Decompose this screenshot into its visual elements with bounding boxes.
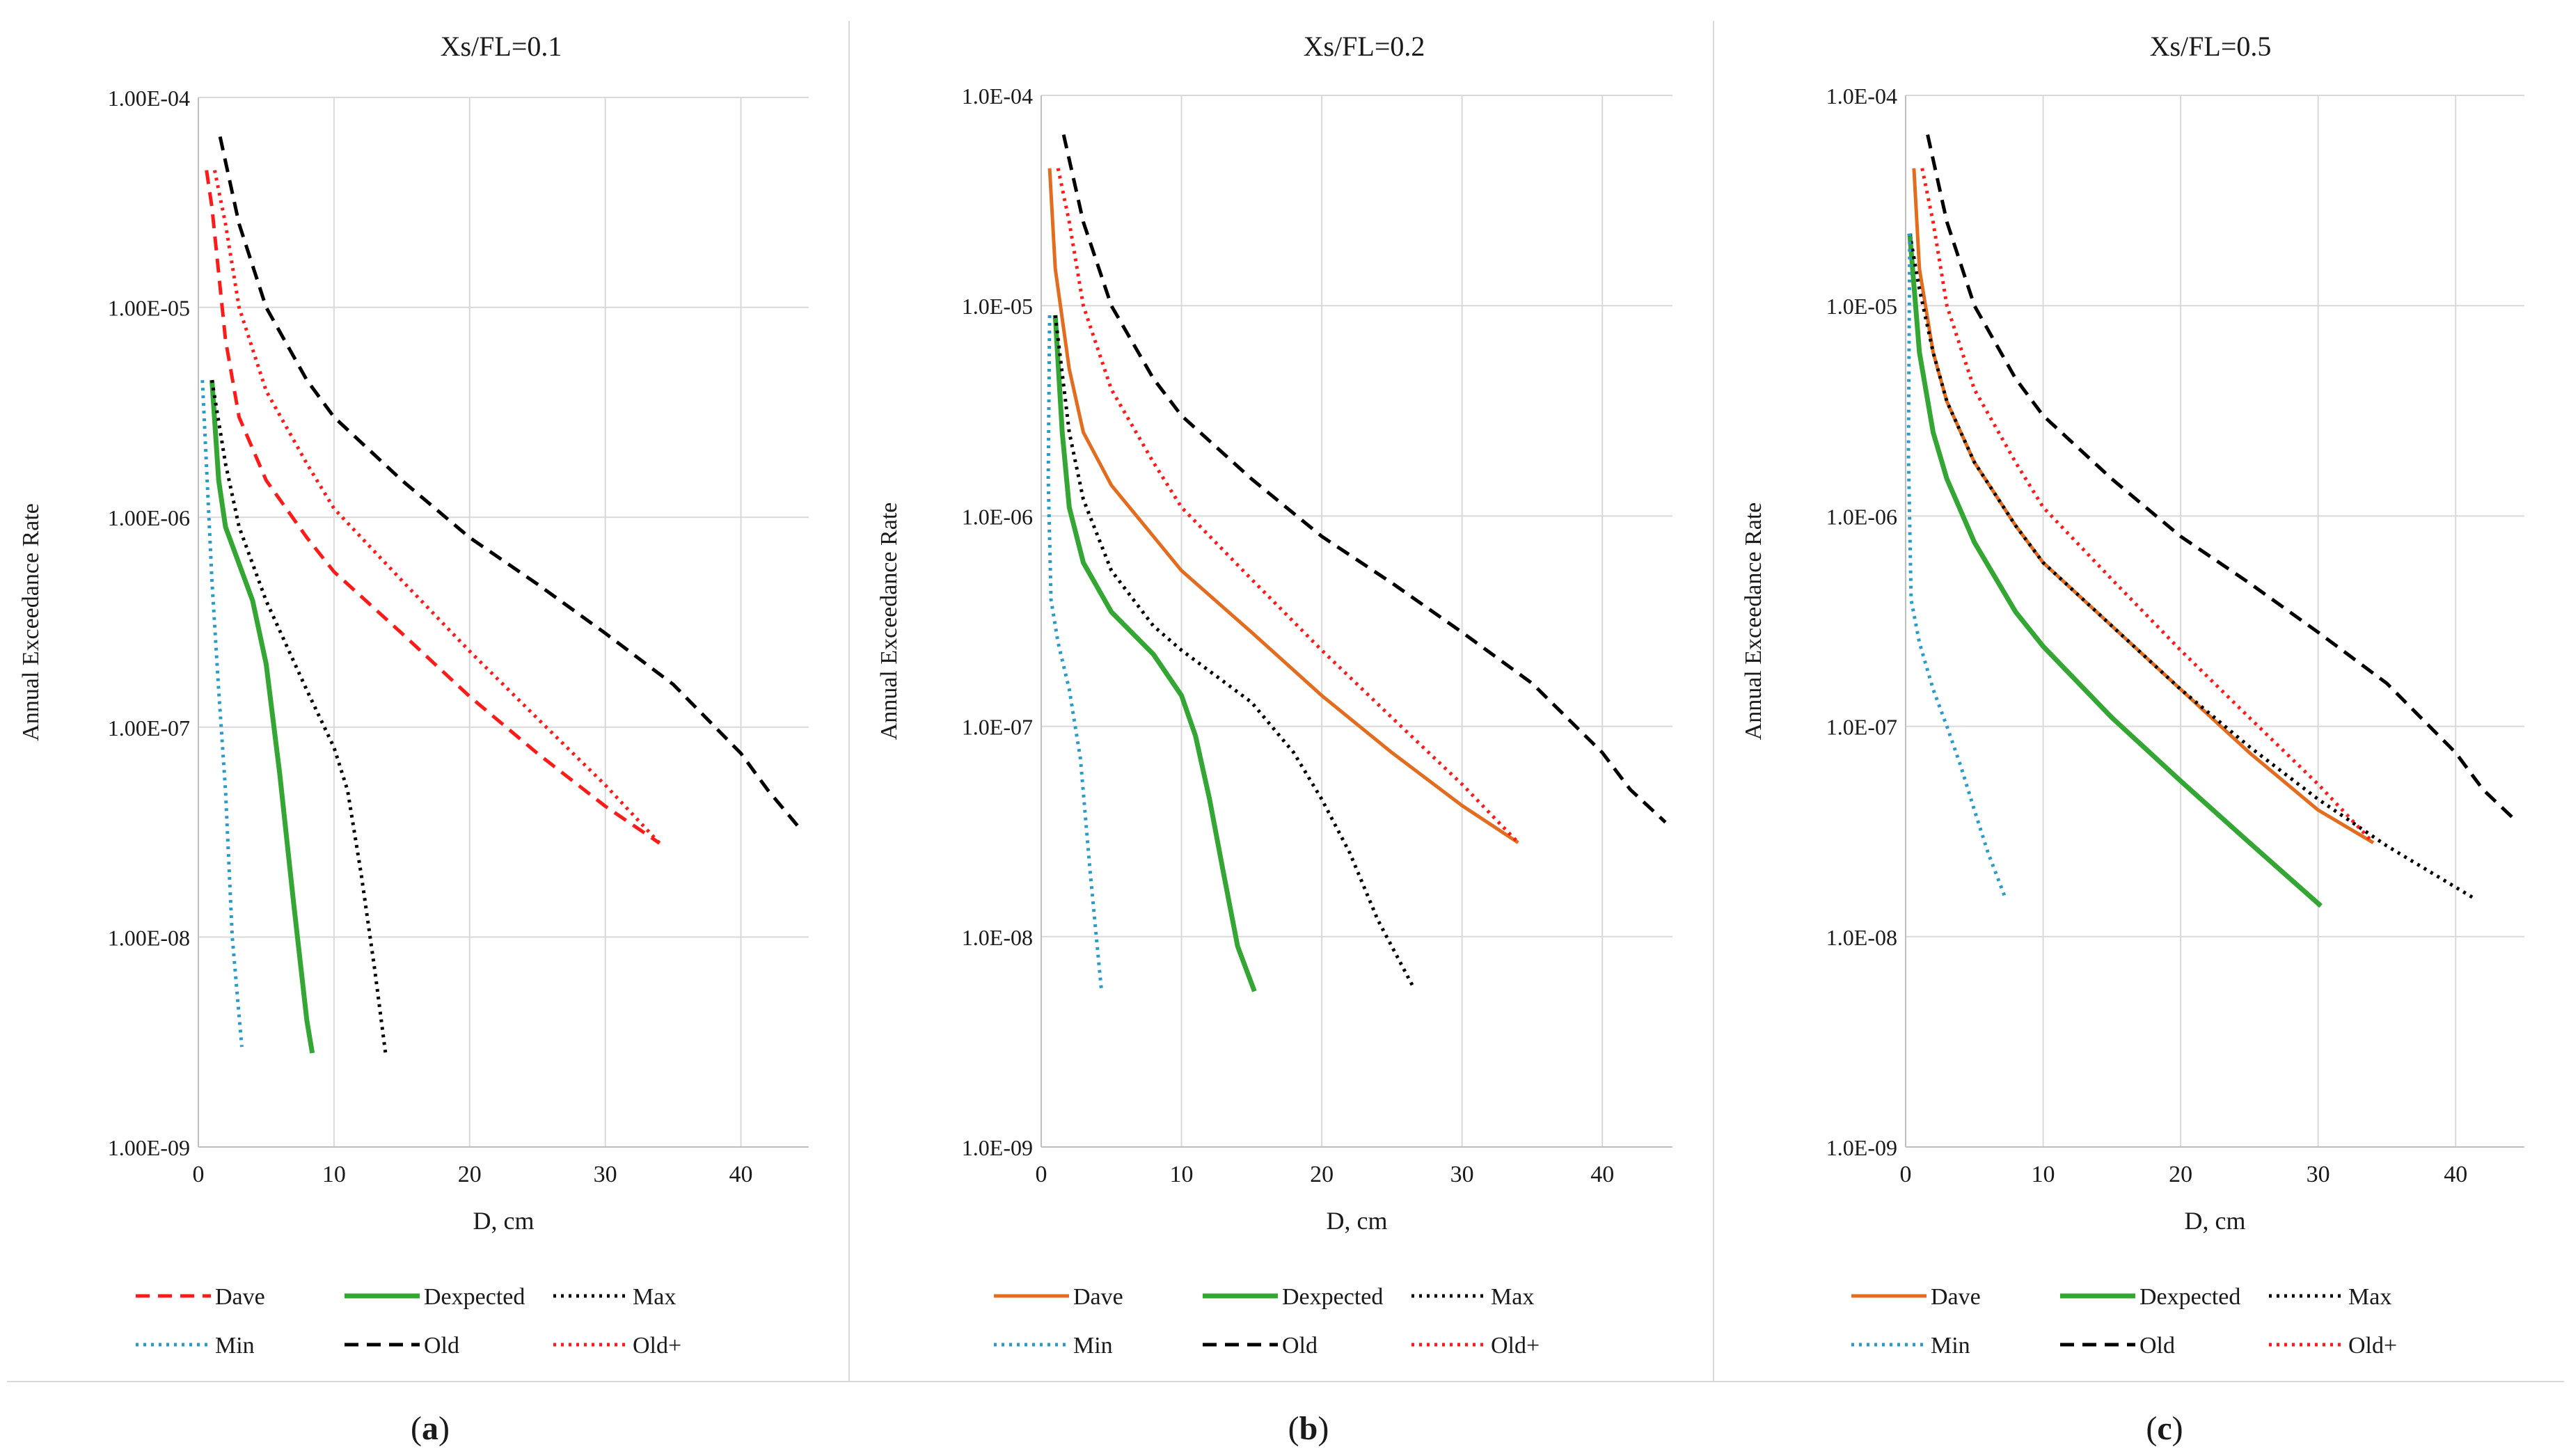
x-tick-label: 40 — [1590, 1162, 1614, 1187]
series-line-dave — [1047, 168, 1519, 844]
x-tick-label: 30 — [1450, 1162, 1474, 1187]
y-tick-label: 1.0E-04 — [1826, 84, 1897, 109]
chart-title: Xs/FL=0.2 — [1304, 31, 1425, 62]
series-line-old- — [1920, 168, 2375, 844]
y-tick-label: 1.00E-09 — [108, 1135, 190, 1160]
legend-entry: Dave — [215, 1284, 265, 1310]
chart-panel-a: Xs/FL=0.1 1.00E-09 1.00E-08 1.00E-07 1.00E-0… — [18, 31, 809, 1447]
series-line-dexpected — [209, 379, 315, 1054]
series-line-dave — [205, 170, 661, 845]
y-axis-label: Annual Exceedance Rate — [18, 503, 44, 741]
y-axis-label: Annual Exceedance Rate — [1741, 503, 1766, 741]
legend-entry: Old — [1282, 1333, 1318, 1359]
x-tick-label: 0 — [1900, 1162, 1912, 1187]
x-tick-label: 20 — [458, 1162, 482, 1187]
series-line-max — [1053, 315, 1415, 988]
y-tick-label: 1.0E-08 — [962, 925, 1033, 950]
series-line-old — [218, 136, 804, 832]
x-axis-label: D, cm — [473, 1207, 535, 1235]
series-line-old — [1061, 134, 1667, 824]
legend-entry: Max — [2348, 1284, 2391, 1310]
series-line-dexpected — [1907, 233, 2323, 908]
y-tick-label: 1.0E-04 — [962, 84, 1033, 109]
legend-entry: Max — [1491, 1284, 1534, 1310]
x-tick-label: 30 — [594, 1162, 617, 1187]
y-tick-label: 1.0E-09 — [1826, 1135, 1897, 1160]
series-line-max — [1908, 233, 2478, 901]
y-tick-label: 1.00E-08 — [108, 925, 190, 950]
panel-caption: (b) — [1288, 1410, 1329, 1447]
x-tick-label: 10 — [1170, 1162, 1194, 1187]
y-tick-label: 1.0E-07 — [1826, 715, 1897, 740]
series-line-max — [210, 379, 388, 1054]
x-tick-label: 20 — [1310, 1162, 1334, 1187]
x-tick-label: 30 — [2307, 1162, 2330, 1187]
legend-entry: Min — [1073, 1333, 1113, 1359]
y-tick-label: 1.0E-06 — [962, 504, 1033, 529]
x-tick-label: 40 — [729, 1162, 753, 1187]
series-line-min — [200, 380, 244, 1047]
legend-entry: Old — [2139, 1333, 2175, 1359]
legend-entry: Dave — [1931, 1284, 1981, 1310]
chart-panel-b: Xs/FL=0.2 1.0E-09 1.0E-08 1.0E-07 1.0E-06 1.0… — [876, 31, 1672, 1447]
x-tick-label: 0 — [1036, 1162, 1047, 1187]
panel-caption: (a) — [411, 1410, 450, 1447]
y-tick-label: 1.0E-08 — [1826, 925, 1897, 950]
chart-panel-c: Xs/FL=0.5 1.0E-09 1.0E-08 1.0E-07 1.0E-06 1.0… — [1741, 31, 2524, 1447]
y-tick-label: 1.0E-06 — [1826, 504, 1897, 529]
legend-entry: Dexpected — [2139, 1284, 2240, 1310]
legend-entry: Old+ — [633, 1333, 681, 1359]
x-tick-label: 10 — [2032, 1162, 2055, 1187]
legend-entry: Min — [1931, 1333, 1970, 1359]
legend-entry: Old+ — [1491, 1333, 1540, 1359]
legend-entry: Dexpected — [424, 1284, 525, 1310]
x-axis-label: D, cm — [2185, 1207, 2246, 1235]
y-tick-label: 1.00E-07 — [108, 715, 190, 741]
legend-entry: Min — [215, 1333, 255, 1359]
chart-title: Xs/FL=0.1 — [441, 31, 562, 62]
y-tick-label: 1.0E-09 — [962, 1135, 1033, 1160]
y-tick-label: 1.0E-07 — [962, 715, 1033, 740]
x-tick-label: 10 — [322, 1162, 346, 1187]
y-tick-label: 1.00E-04 — [108, 86, 190, 111]
y-tick-label: 1.00E-06 — [108, 505, 190, 530]
chart-title: Xs/FL=0.5 — [2150, 31, 2272, 62]
panel-caption: (c) — [2146, 1410, 2183, 1447]
legend-entry: Old+ — [2348, 1333, 2397, 1359]
legend-entry: Max — [633, 1284, 676, 1310]
series-line-old- — [212, 170, 661, 845]
y-axis-label: Annual Exceedance Rate — [876, 503, 902, 741]
series-line-min — [1046, 315, 1104, 992]
x-tick-label: 0 — [193, 1162, 205, 1187]
x-tick-label: 20 — [2169, 1162, 2192, 1187]
x-tick-label: 40 — [2444, 1162, 2467, 1187]
y-tick-label: 1.0E-05 — [1826, 294, 1897, 319]
legend-entry: Dexpected — [1282, 1284, 1383, 1310]
x-axis-label: D, cm — [1327, 1207, 1388, 1235]
series-line-min — [1906, 233, 2008, 901]
legend-entry: Dave — [1073, 1284, 1123, 1310]
series-line-dave — [1912, 168, 2374, 844]
y-tick-label: 1.0E-05 — [962, 294, 1033, 319]
series-line-dexpected — [1052, 315, 1257, 992]
y-tick-label: 1.00E-05 — [108, 296, 190, 321]
series-line-old — [1926, 134, 2519, 824]
legend-entry: Old — [424, 1333, 459, 1359]
